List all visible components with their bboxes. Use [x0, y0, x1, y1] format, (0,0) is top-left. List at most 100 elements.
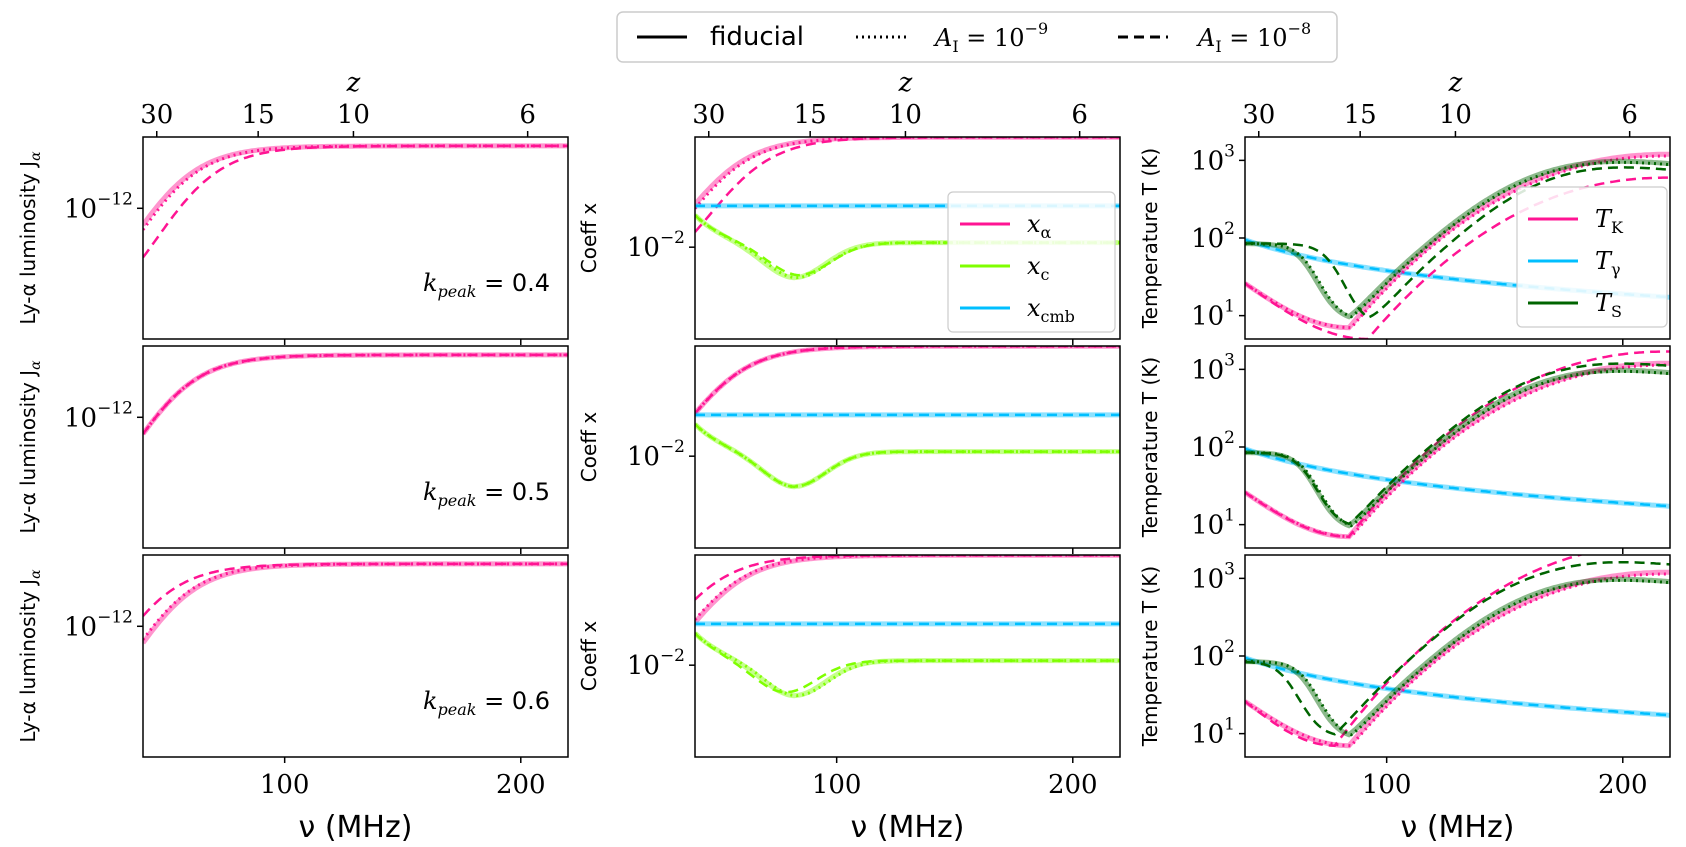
t-k-fiducial-line — [1245, 151, 1670, 331]
kpeak-value: = 0.5 — [476, 478, 550, 506]
legend-sub: S — [1611, 302, 1622, 321]
ylabel-coeff: Coeff x — [577, 621, 601, 692]
coeff-legend-label: xα — [1027, 210, 1052, 242]
legend-sub: γ — [1611, 260, 1621, 279]
panel-frame — [694, 345, 1121, 549]
coeff-legend-box — [947, 191, 1116, 333]
kpeak-sub: peak — [438, 282, 477, 301]
xtick-label: 100 — [1362, 770, 1412, 800]
t-k-ai8-line — [1245, 555, 1585, 747]
panel-frame — [142, 554, 569, 758]
ylabel-text: Ly-α luminosity J — [16, 161, 40, 325]
j-alpha-fiducial-line — [143, 561, 568, 645]
x-c-fiducial-line — [695, 422, 1120, 490]
x-c-ai8-line — [695, 632, 1120, 694]
ytick-label: 10−2 — [627, 437, 685, 472]
x-alpha-fiducial-line — [695, 346, 1120, 416]
ytick-label: 101 — [1191, 297, 1235, 332]
panel-frame — [694, 554, 1121, 758]
ztick-label: 6 — [1071, 100, 1088, 130]
x-alpha-fiducial-line — [695, 555, 1120, 625]
ytick-exponent: 2 — [1224, 428, 1235, 448]
x-axis-label: ν (MHz) — [299, 810, 413, 845]
ytick-exponent: 2 — [1224, 637, 1235, 657]
ytick-exponent: −2 — [660, 646, 685, 666]
temperature-legend-box — [1516, 186, 1668, 328]
ytick-base: 10 — [1191, 146, 1224, 176]
ytick-label: 10−12 — [64, 189, 133, 224]
ylabel-temperature: Temperature T (K) — [1138, 566, 1162, 747]
legend-symbol: x — [1027, 252, 1041, 280]
ytick-base: 10 — [1191, 302, 1224, 332]
ztick-label: 10 — [1439, 100, 1472, 130]
kpeak-sub: peak — [438, 700, 477, 719]
ztick-label: 30 — [140, 100, 173, 130]
j-alpha-ai8-line — [143, 144, 568, 259]
j-alpha-ai8-line — [143, 562, 568, 617]
legend-symbol: T — [1595, 289, 1613, 317]
ytick-label: 103 — [1191, 559, 1235, 594]
x-c-ai9-line — [695, 423, 1120, 489]
coeff-legend-label: xc — [1027, 252, 1050, 284]
panel-frame — [1244, 136, 1671, 340]
ylabel-temperature: Temperature T (K) — [1138, 148, 1162, 329]
ytick-base: 10 — [1191, 511, 1224, 541]
t-s-ai8-line — [1245, 166, 1670, 320]
ytick-label: 10−12 — [64, 607, 133, 642]
j-alpha-ai9-line — [143, 144, 568, 231]
legend-symbol: x — [1027, 294, 1041, 322]
t-s-ai8-line — [1245, 362, 1670, 526]
ytick-base: 10 — [64, 403, 97, 433]
legend-ai8-label: AI = 10−8 — [1196, 19, 1311, 56]
ytick-exponent: 1 — [1224, 715, 1235, 735]
ytick-label: 102 — [1191, 637, 1235, 672]
ytick-base: 10 — [1191, 720, 1224, 750]
ztick-label: 30 — [692, 100, 725, 130]
ztick-label: 15 — [1344, 100, 1377, 130]
legend-sub: K — [1611, 218, 1624, 237]
t-gamma-ai8-line — [1245, 447, 1670, 508]
ytick-exponent: 3 — [1224, 141, 1235, 161]
ytick-exponent: 1 — [1224, 506, 1235, 526]
ytick-label: 103 — [1191, 350, 1235, 385]
ytick-exponent: 3 — [1224, 559, 1235, 579]
kpeak-value: = 0.4 — [476, 269, 550, 297]
ztick-label: 6 — [519, 100, 536, 130]
xtick-label: 100 — [260, 770, 310, 800]
ztick-label: 30 — [1242, 100, 1275, 130]
ytick-label: 103 — [1191, 141, 1235, 176]
legend-symbol: x — [1027, 210, 1041, 238]
legend-symbol: T — [1595, 247, 1613, 275]
x-c-fiducial-line — [695, 631, 1120, 699]
coeff-legend-label: xcmb — [1027, 294, 1075, 326]
top-legend-box — [616, 11, 1338, 63]
ylabel-coeff: Coeff x — [577, 412, 601, 483]
x-axis-label: ν (MHz) — [1401, 810, 1515, 845]
x-axis-label: ν (MHz) — [851, 810, 965, 845]
xtick-label: 100 — [812, 770, 862, 800]
ytick-exponent: −12 — [97, 607, 133, 627]
legend-fiducial-label: fiducial — [710, 22, 804, 52]
ytick-label: 10−2 — [627, 228, 685, 263]
legend-sub: α — [1041, 223, 1052, 242]
kpeak-annotation: kpeak = 0.6 — [423, 687, 550, 719]
ztick-label: 15 — [794, 100, 827, 130]
kpeak-symbol: k — [423, 687, 438, 715]
ytick-base: 10 — [1191, 355, 1224, 385]
ytick-base: 10 — [1191, 564, 1224, 594]
ytick-base: 10 — [1191, 642, 1224, 672]
ytick-label: 10−2 — [627, 646, 685, 681]
xtick-label: 200 — [496, 770, 546, 800]
ylabel-sub: α — [28, 151, 44, 161]
t-k-ai9-line — [1245, 363, 1670, 539]
ytick-label: 102 — [1191, 219, 1235, 254]
kpeak-sub: peak — [438, 491, 477, 510]
kpeak-symbol: k — [423, 269, 438, 297]
ztick-label: 10 — [889, 100, 922, 130]
ylabel-j-alpha: Ly-α luminosity Jα — [16, 151, 44, 325]
